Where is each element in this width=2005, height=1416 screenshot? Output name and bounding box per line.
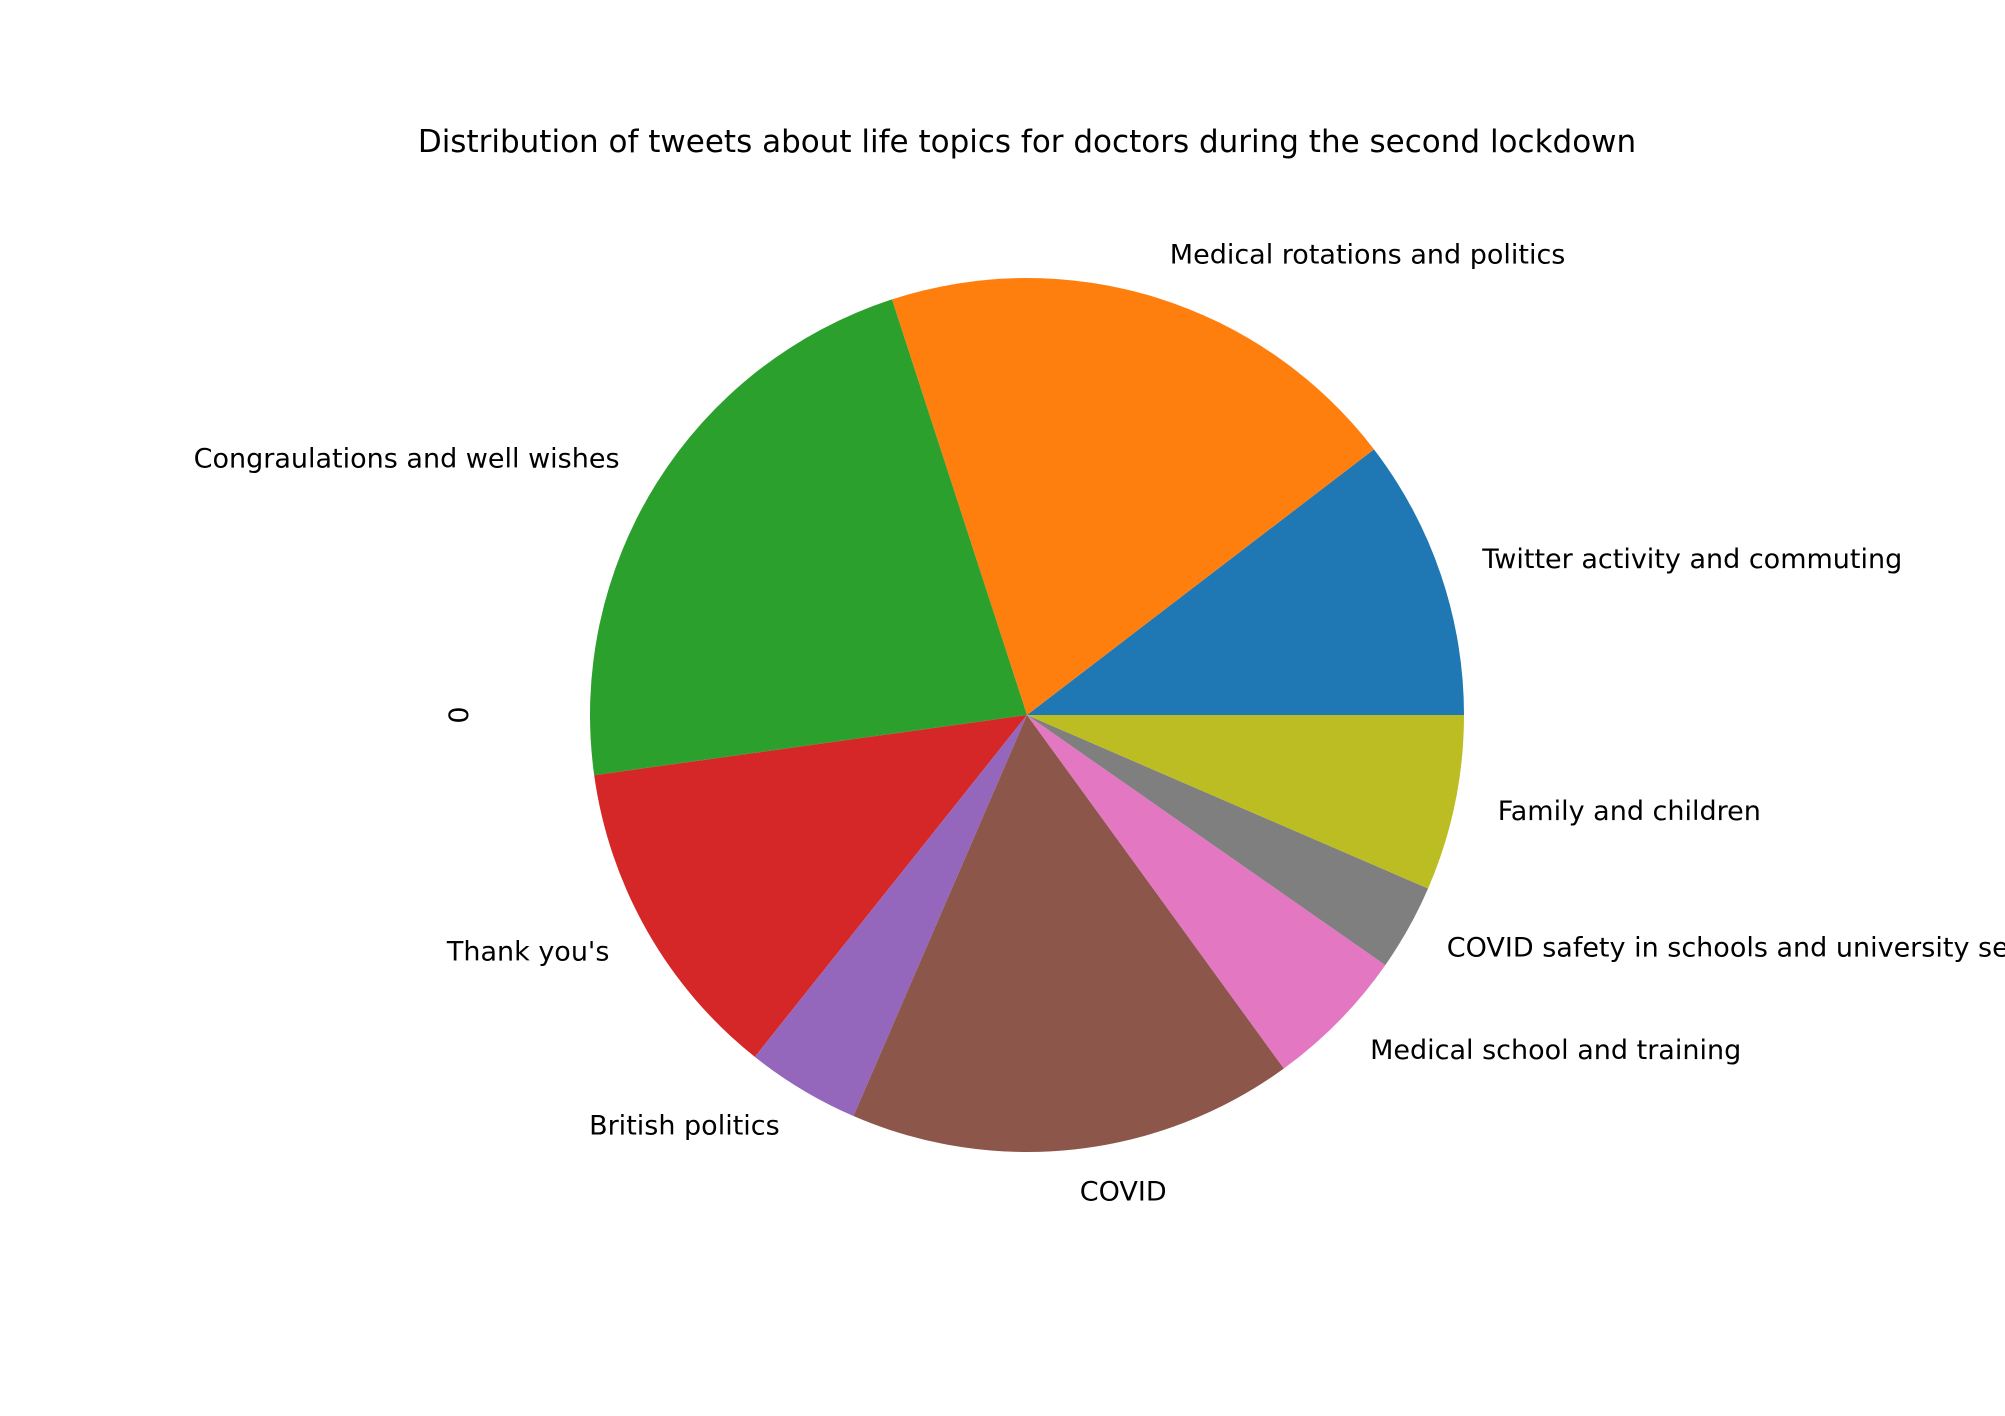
pie-slice-covid-safety-in-schools-and-university-settings	[1027, 715, 1429, 966]
pie-slice-covid	[853, 715, 1284, 1152]
pie-slice-medical-rotations-and-politics	[891, 278, 1374, 715]
pie-label-twitter-activity-and-commuting: Twitter activity and commuting	[1481, 544, 1902, 575]
pie-label-medical-rotations-and-politics: Medical rotations and politics	[1170, 240, 1566, 271]
pie-label-medical-school-and-training: Medical school and training	[1370, 1035, 1741, 1066]
pie-slice-medical-school-and-training	[1027, 715, 1386, 1069]
pie-label-covid-safety-in-schools-and-university-settings: COVID safety in schools and university s…	[1447, 933, 2005, 964]
y-axis-label: 0	[444, 706, 475, 723]
pie-labels: Twitter activity and commuting Medical ro…	[194, 240, 2005, 1208]
pie-label-family-and-children: Family and children	[1498, 796, 1761, 827]
chart-title: Distribution of tweets about life topics…	[418, 124, 1636, 160]
pie-slice-congraulations-and-well-wishes	[590, 299, 1027, 776]
pie-label-thank-you-s: Thank you's	[446, 937, 610, 968]
pie-slice-thank-you-s	[594, 715, 1027, 1057]
pie-label-congraulations-and-well-wishes: Congraulations and well wishes	[194, 443, 620, 474]
pie-slice-family-and-children	[1027, 715, 1464, 889]
pie-slice-twitter-activity-and-commuting	[1027, 449, 1464, 715]
pie-label-covid: COVID	[1080, 1176, 1167, 1207]
pie-label-british-politics: British politics	[589, 1111, 780, 1142]
pie-slices	[590, 278, 1464, 1152]
pie-slice-british-politics	[754, 715, 1027, 1117]
